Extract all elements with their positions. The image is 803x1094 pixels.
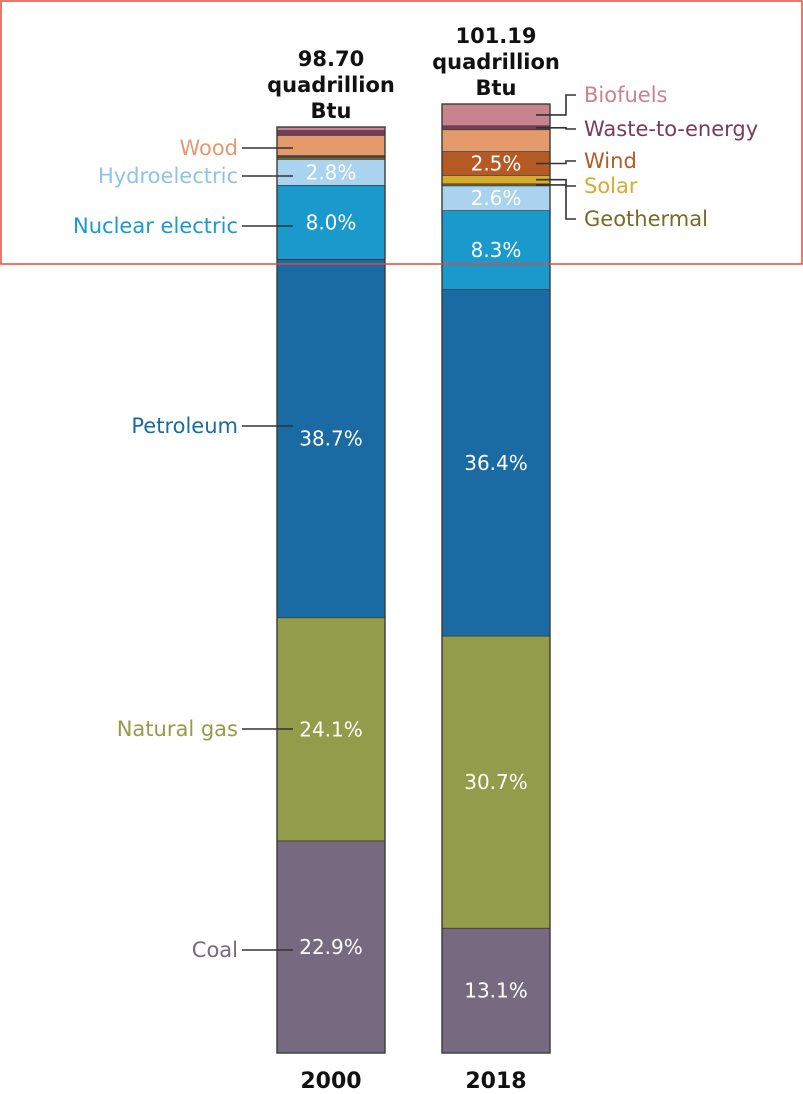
segment-waste-to-energy-2000 [277, 130, 385, 136]
leader-line-solar [536, 178, 576, 187]
category-label-solar: Solar [584, 174, 638, 198]
segment-natural-gas-2000 [277, 617, 385, 841]
category-label-biofuels: Biofuels [584, 83, 668, 107]
category-label-geothermal: Geothermal [584, 207, 708, 231]
value-label-natural-gas-2018: 30.7% [464, 770, 528, 794]
value-label-coal-2018: 13.1% [464, 979, 528, 1003]
segment-coal-2018 [442, 928, 550, 1053]
segment-natural-gas-2018 [442, 636, 550, 929]
segment-biofuels-2018 [442, 104, 550, 126]
segment-petroleum-2000 [277, 259, 385, 618]
segment-biofuels-2000 [277, 127, 385, 131]
total-label-2000-line-1: 98.70 [298, 47, 364, 71]
leader-line-biofuels [536, 94, 576, 116]
category-label-wood: Wood [179, 136, 238, 160]
total-label-2000-line-3: Btu [311, 99, 352, 123]
category-label-wind: Wind [584, 149, 637, 173]
highlight-box [0, 0, 803, 265]
segment-nuclear-electric-2000 [277, 185, 385, 260]
value-label-petroleum-2000: 38.7% [299, 427, 363, 451]
bar-outline-2000 [276, 126, 386, 1054]
category-label-waste-to-energy: Waste-to-energy [584, 117, 758, 141]
segment-hydroelectric-2000 [277, 159, 385, 186]
bar-outline-2018 [441, 103, 551, 1054]
value-label-nuclear-electric-2000: 8.0% [306, 210, 357, 234]
year-label-2000: 2000 [300, 1069, 361, 1094]
category-label-natural-gas: Natural gas [117, 717, 238, 741]
segment-solar-2018 [442, 175, 550, 184]
bar-2018: 13.1% 30.7% 36.4% 8.3% 2.6% 2.5% [441, 103, 551, 1054]
value-label-natural-gas-2000: 24.1% [299, 717, 363, 741]
value-label-hydroelectric-2018: 2.6% [471, 186, 522, 210]
year-label-2018: 2018 [465, 1069, 526, 1094]
category-label-nuclear-electric: Nuclear electric [73, 214, 238, 238]
total-label-2000-line-2: quadrillion [267, 73, 395, 97]
leader-line-wind [536, 160, 576, 165]
segment-coal-2000 [277, 840, 385, 1053]
bar-2000: 22.9% 24.1% 38.7% 8.0% 2.8% [276, 126, 386, 1054]
segment-hydroelectric-2018 [442, 185, 550, 211]
value-label-petroleum-2018: 36.4% [464, 451, 528, 475]
value-label-nuclear-electric-2018: 8.3% [471, 238, 522, 262]
segment-solar-2000 [277, 156, 385, 158]
value-label-hydroelectric-2000: 2.8% [306, 160, 357, 184]
segment-nuclear-electric-2018 [442, 210, 550, 290]
segment-waste-to-energy-2018 [442, 125, 550, 130]
segment-geothermal-2018 [442, 183, 550, 186]
total-label-2018-line-3: Btu [476, 76, 517, 100]
segment-geothermal-2000 [277, 157, 385, 160]
leader-line-geothermal [536, 184, 576, 220]
segment-wood-2018 [442, 129, 550, 152]
total-label-2018-line-1: 101.19 [455, 24, 536, 48]
value-label-wind-2018: 2.5% [471, 151, 522, 175]
segment-wind-2018 [442, 151, 550, 176]
leader-line-waste-to-energy [536, 127, 576, 130]
category-label-coal: Coal [192, 938, 238, 962]
value-label-coal-2000: 22.9% [299, 935, 363, 959]
category-label-petroleum: Petroleum [131, 414, 238, 438]
segment-petroleum-2018 [442, 289, 550, 637]
total-label-2018-line-2: quadrillion [432, 50, 560, 74]
segment-wood-2000 [277, 135, 385, 156]
category-label-hydroelectric: Hydroelectric [98, 164, 238, 188]
segment-wind-2000 [277, 155, 385, 157]
